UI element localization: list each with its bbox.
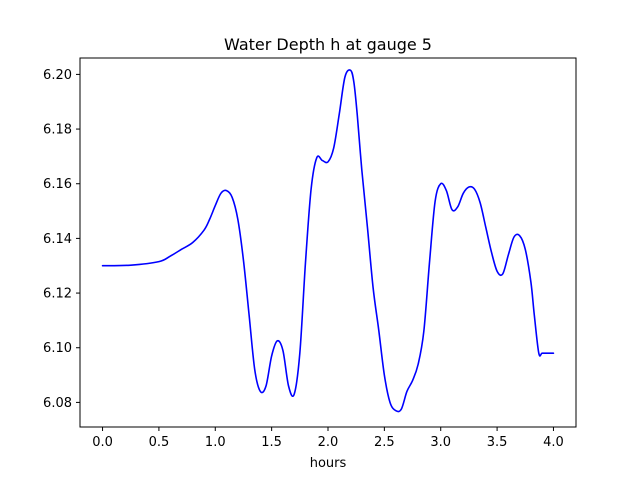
x-tick-label: 0.5 [149, 435, 170, 450]
x-tick-label: 1.5 [261, 435, 282, 450]
series-layer [101, 69, 555, 413]
x-tick-label: 4.0 [543, 435, 564, 450]
x-axis-label: hours [310, 456, 347, 471]
y-tick-label: 6.20 [43, 68, 72, 83]
y-tick-label: 6.12 [43, 287, 72, 302]
y-tick-label: 6.14 [43, 232, 72, 247]
y-tick-label: 6.08 [43, 396, 72, 411]
x-tick-label: 2.5 [374, 435, 395, 450]
x-tick-label: 0.0 [92, 435, 113, 450]
x-axis: 0.0 0.5 1.0 1.5 2.0 2.5 3.0 3.5 4.0 [92, 427, 564, 450]
x-tick-label: 3.0 [430, 435, 451, 450]
y-tick-label: 6.16 [43, 177, 72, 192]
y-axis: 6.08 6.10 6.12 6.14 6.16 6.18 6.20 [43, 68, 80, 411]
x-tick-label: 3.5 [487, 435, 508, 450]
y-tick-label: 6.10 [43, 341, 72, 356]
x-tick-label: 2.0 [318, 435, 339, 450]
series-line-0 [101, 69, 555, 413]
chart-title: Water Depth h at gauge 5 [224, 35, 432, 54]
x-tick-label: 1.0 [205, 435, 226, 450]
y-tick-label: 6.18 [43, 123, 72, 138]
